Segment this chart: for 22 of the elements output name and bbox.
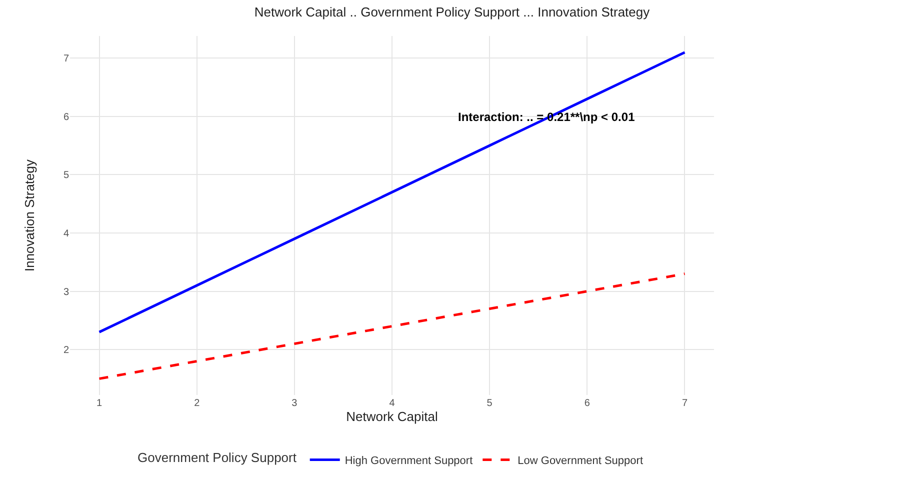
- y-axis-title: Innovation Strategy: [22, 159, 37, 272]
- line-series: [98, 51, 686, 334]
- y-tick-label: 5: [63, 170, 70, 182]
- x-tick-label: 7: [682, 398, 688, 409]
- x-tick-label: 4: [389, 398, 396, 409]
- y-tick-label: 4: [63, 228, 70, 240]
- legend-label: Low Government Support: [518, 455, 644, 468]
- x-tick-label: 6: [584, 398, 590, 409]
- x-tick-label: 3: [292, 398, 298, 409]
- y-tick-label: 3: [63, 286, 70, 298]
- y-tick-label: 2: [63, 345, 70, 356]
- x-tick-label: 1: [96, 398, 102, 409]
- y-tick-label: 7: [63, 54, 70, 65]
- legend-label: High Government Support: [344, 455, 473, 468]
- annotation: Interaction: .. = 0.21**\np < 0.01: [458, 110, 636, 124]
- chart-title: Network Capital .. Government Policy Support ... Innovation Strategy: [254, 4, 650, 20]
- x-tick-label: 2: [194, 398, 200, 409]
- legend-title: Government Policy Support: [138, 450, 297, 466]
- line-series: [98, 272, 686, 380]
- x-tick-label: 5: [486, 398, 493, 409]
- x-axis-title: Network Capital: [346, 409, 438, 424]
- y-tick-label: 6: [63, 112, 70, 123]
